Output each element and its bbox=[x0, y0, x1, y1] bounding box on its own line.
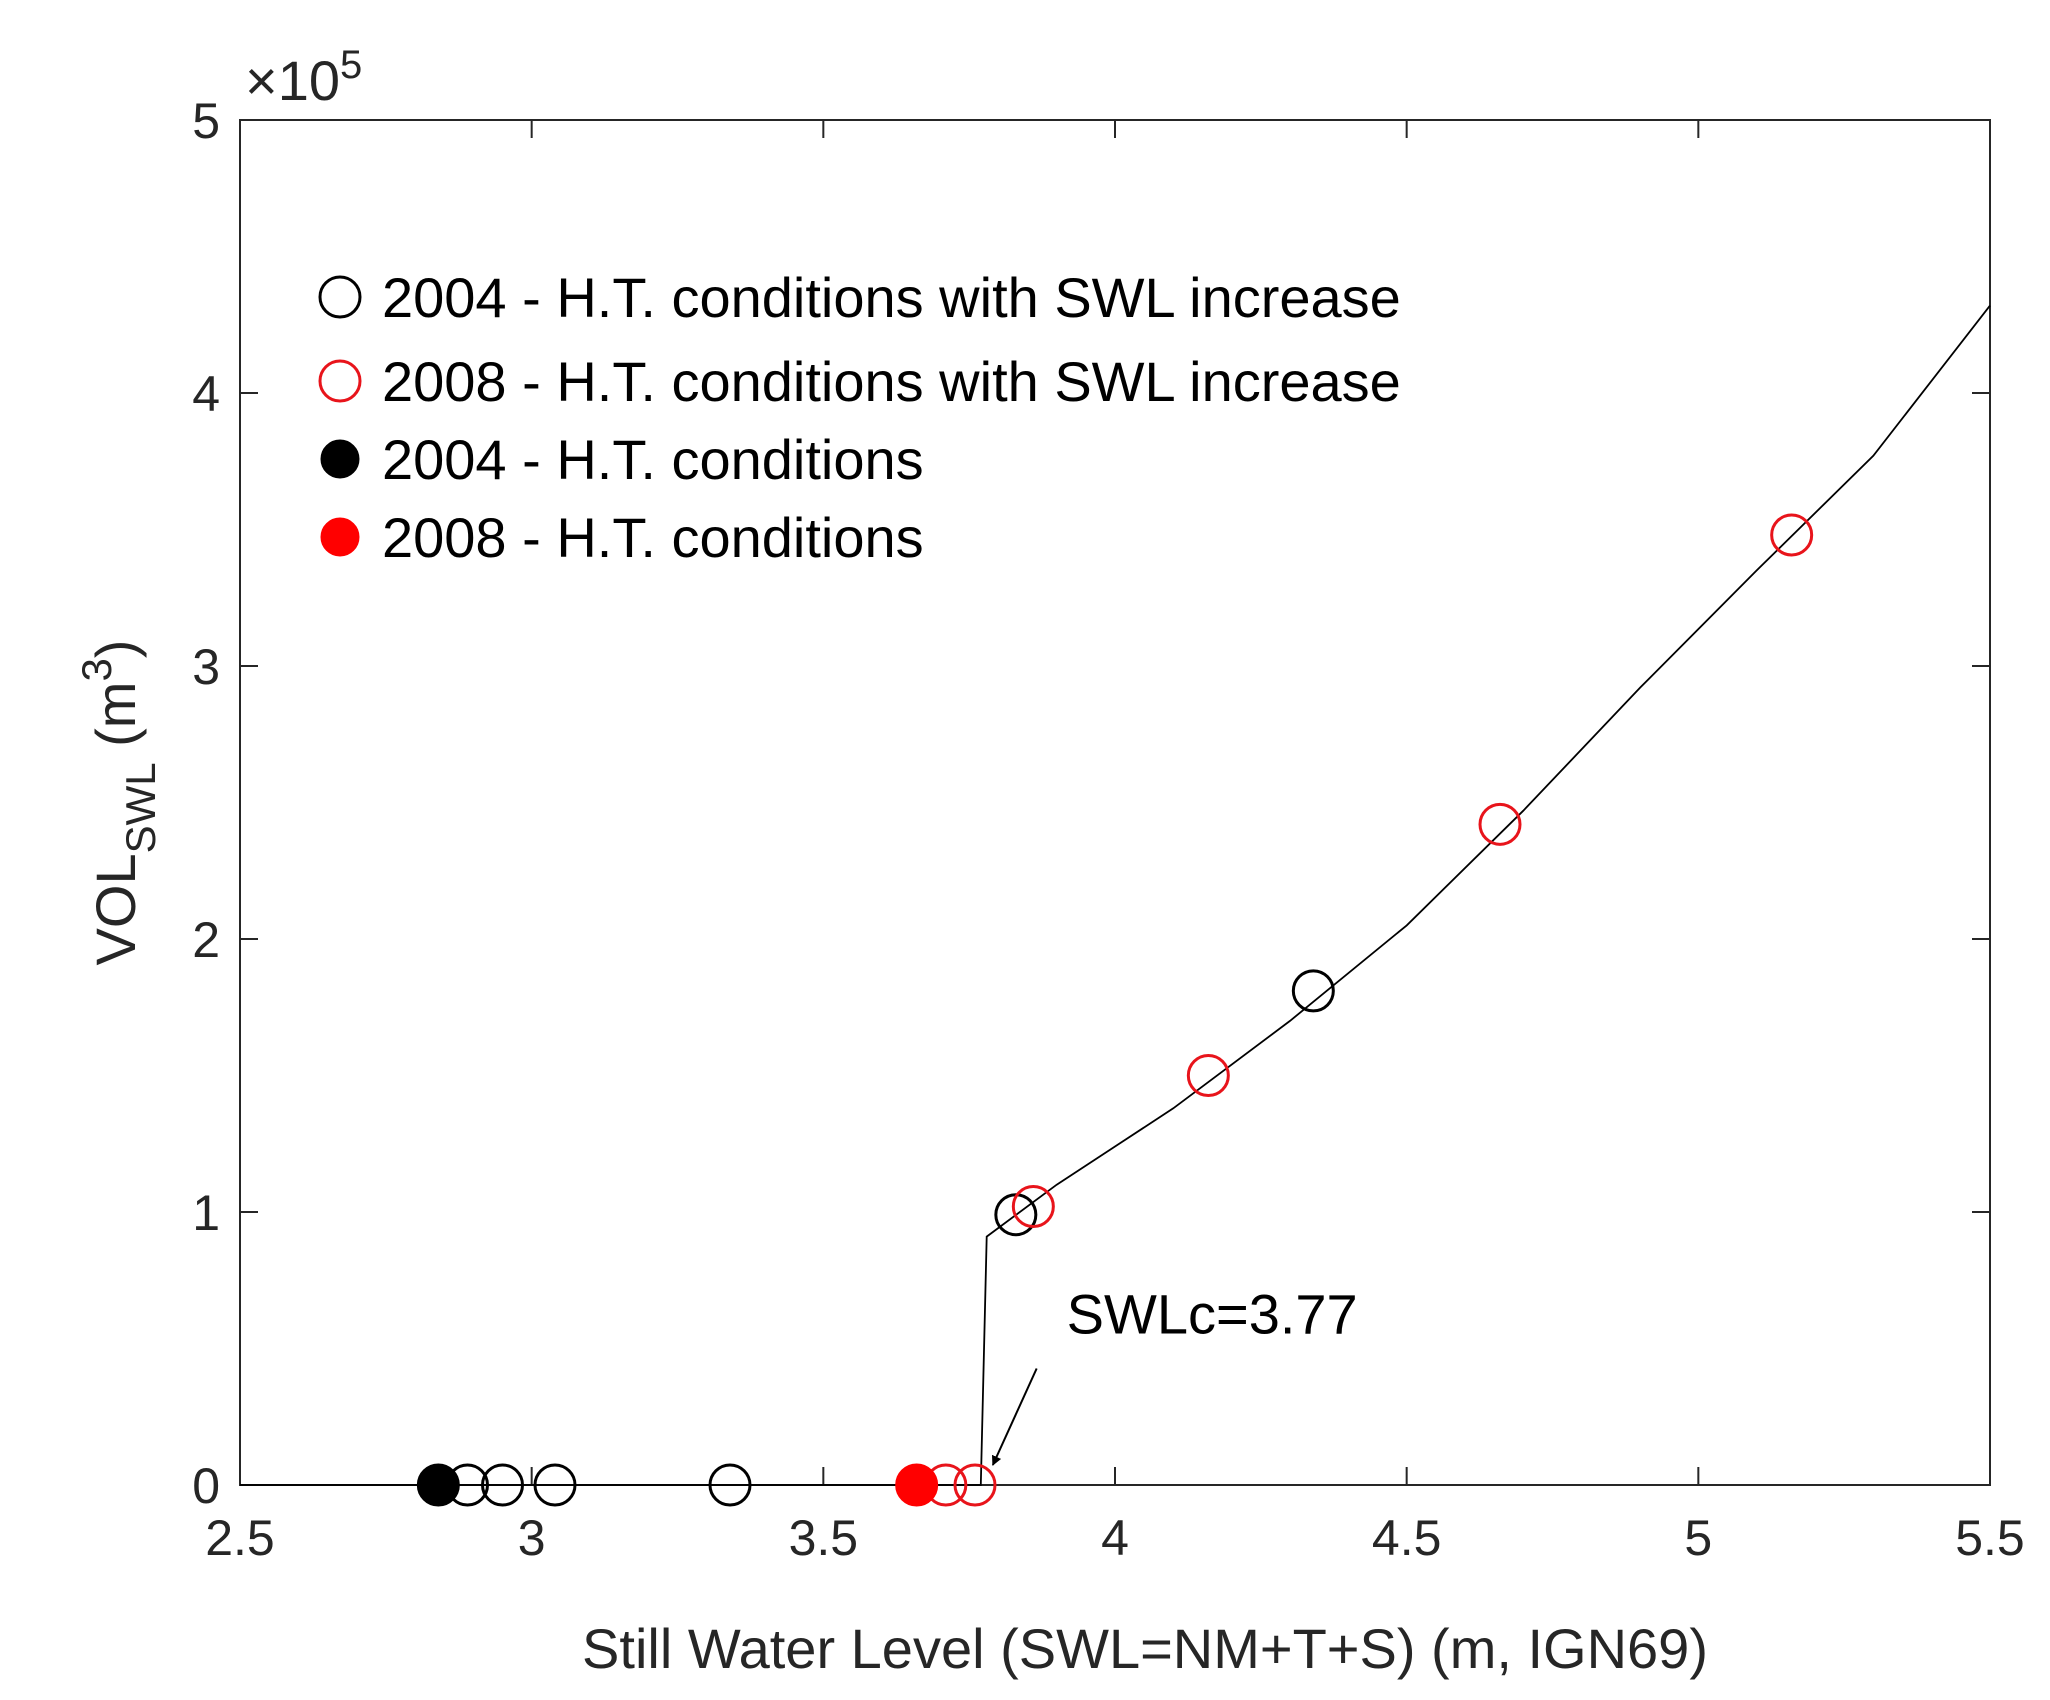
x-axis-label: Still Water Level (SWL=NM+T+S) (m, IGN69… bbox=[582, 1617, 1708, 1680]
y-exponent-power: 5 bbox=[340, 43, 362, 87]
y-label-unit-superscript: 3 bbox=[73, 658, 120, 681]
annotation-text: SWLc=3.77 bbox=[1067, 1283, 1358, 1346]
axis-ticks bbox=[239, 119, 1991, 1486]
y-exponent-prefix: ×10 bbox=[245, 49, 340, 112]
legend-label: 2004 - H.T. conditions bbox=[382, 428, 924, 491]
data-point-open bbox=[708, 1463, 752, 1507]
data-point-open bbox=[481, 1463, 524, 1507]
legend-marker-filled bbox=[320, 439, 360, 479]
legend-label: 2008 - H.T. conditions with SWL increase bbox=[382, 350, 1401, 413]
legend-label: 2004 - H.T. conditions with SWL increase bbox=[382, 266, 1401, 329]
legend-label: 2008 - H.T. conditions bbox=[382, 506, 924, 569]
x-tick-label: 3.5 bbox=[789, 1510, 859, 1566]
data-point-open bbox=[1770, 513, 1814, 557]
y-label-subscript: SWL bbox=[117, 762, 164, 853]
data-point-filled bbox=[895, 1463, 939, 1507]
x-tick-label: 5 bbox=[1684, 1510, 1712, 1566]
x-tick-label: 4.5 bbox=[1372, 1510, 1442, 1566]
fitted-curve bbox=[240, 305, 1991, 1486]
annotation-arrow bbox=[991, 1368, 1038, 1466]
y-tick-label: 3 bbox=[192, 639, 220, 695]
legend-marker-open bbox=[318, 275, 362, 319]
legend-marker-open bbox=[318, 359, 362, 403]
x-tick-label: 4 bbox=[1101, 1510, 1129, 1566]
data-point-filled bbox=[416, 1463, 460, 1507]
y-axis-exponent: ×105 bbox=[245, 43, 362, 112]
y-tick-label: 4 bbox=[192, 366, 220, 422]
series-3 bbox=[416, 1463, 460, 1507]
legend-marker-filled bbox=[320, 517, 360, 557]
y-label-unit-open: (m bbox=[84, 682, 147, 763]
data-point-open bbox=[953, 1463, 997, 1507]
tick-labels: 2.5 3 3.5 4 4.5 5 5.5 0 1 2 3 4 5 bbox=[192, 93, 2025, 1566]
data-point-open bbox=[1291, 969, 1335, 1013]
curve-layer bbox=[240, 305, 1991, 1486]
y-label-main: VOL bbox=[84, 853, 147, 965]
data-point-open bbox=[1478, 802, 1522, 846]
x-tick-label: 2.5 bbox=[205, 1510, 275, 1566]
legend: 2004 - H.T. conditions with SWL increase… bbox=[318, 266, 1401, 569]
y-tick-label: 2 bbox=[192, 912, 220, 968]
legend-entry-1: 2004 - H.T. conditions with SWL increase bbox=[318, 266, 1401, 329]
series-2 bbox=[924, 513, 1814, 1507]
legend-entry-2: 2008 - H.T. conditions with SWL increase bbox=[318, 350, 1401, 413]
y-tick-label: 1 bbox=[192, 1185, 220, 1241]
data-point-open bbox=[533, 1463, 577, 1507]
points-layer bbox=[416, 513, 1814, 1507]
y-tick-label: 0 bbox=[192, 1458, 220, 1514]
series-4 bbox=[895, 1463, 939, 1507]
data-point-open bbox=[1186, 1054, 1230, 1097]
y-label-unit-close: ) bbox=[84, 640, 147, 659]
x-tick-label: 3 bbox=[518, 1510, 546, 1566]
legend-entry-3: 2004 - H.T. conditions bbox=[320, 428, 924, 491]
series-1 bbox=[446, 969, 1335, 1507]
data-point-open bbox=[1011, 1185, 1055, 1229]
y-axis-label: VOLSWL (m3) bbox=[73, 640, 164, 966]
legend-entry-4: 2008 - H.T. conditions bbox=[320, 506, 924, 569]
annotation-layer: SWLc=3.77 bbox=[991, 1283, 1358, 1466]
y-tick-label: 5 bbox=[192, 93, 220, 149]
x-tick-label: 5.5 bbox=[1955, 1510, 2025, 1566]
